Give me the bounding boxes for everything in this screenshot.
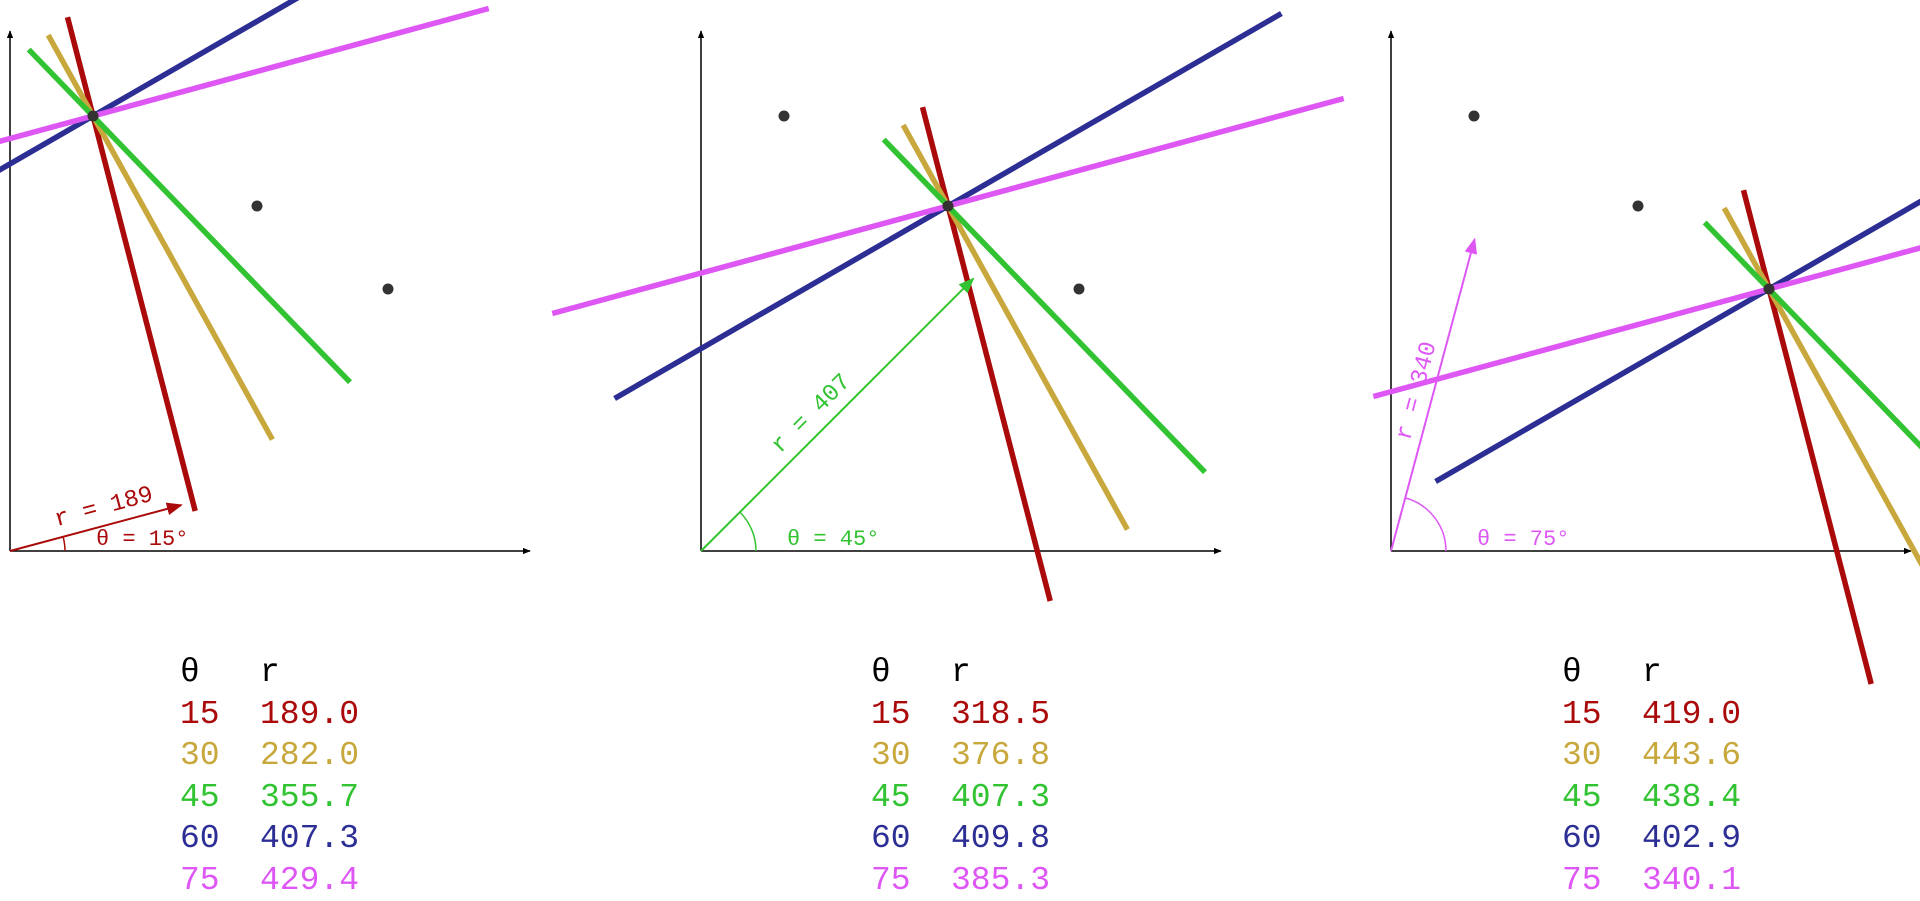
r-header: r — [951, 652, 971, 694]
data-point — [252, 201, 263, 212]
r-cell: 409.8 — [951, 818, 1050, 860]
r-cell: 438.4 — [1642, 777, 1741, 819]
theta-cell: 75 — [1562, 860, 1642, 901]
data-point — [1074, 284, 1085, 295]
r-cell: 376.8 — [951, 735, 1050, 777]
theta-cell: 30 — [180, 735, 260, 777]
theta-label: θ = 45° — [787, 527, 879, 552]
r-vector-arrow — [701, 279, 973, 551]
theta-cell: 15 — [871, 694, 951, 736]
data-point — [88, 111, 99, 122]
data-point — [1764, 284, 1775, 295]
r-cell: 355.7 — [260, 777, 359, 819]
theta-cell: 60 — [1562, 818, 1642, 860]
r-cell: 189.0 — [260, 694, 359, 736]
theta-arc — [63, 537, 65, 551]
data-point — [1469, 111, 1480, 122]
candidate-line-theta30 — [1724, 208, 1920, 612]
theta-arc — [1405, 498, 1446, 551]
r-cell: 407.3 — [260, 818, 359, 860]
theta-header: θ — [871, 652, 951, 694]
theta-cell: 15 — [180, 694, 260, 736]
theta-cell: 75 — [180, 860, 260, 901]
theta-header: θ — [1562, 652, 1642, 694]
theta-cell: 15 — [1562, 694, 1642, 736]
theta-header: θ — [180, 652, 260, 694]
r-cell: 282.0 — [260, 735, 359, 777]
theta-cell: 30 — [1562, 735, 1642, 777]
r-header: r — [260, 652, 280, 694]
r-cell: 340.1 — [1642, 860, 1741, 901]
theta-cell: 45 — [180, 777, 260, 819]
data-point — [1633, 201, 1644, 212]
theta-cell: 45 — [871, 777, 951, 819]
r-cell: 402.9 — [1642, 818, 1741, 860]
r-cell: 419.0 — [1642, 694, 1741, 736]
data-point — [383, 284, 394, 295]
candidate-line-theta45 — [884, 140, 1205, 473]
candidate-line-theta60 — [1436, 97, 1920, 482]
data-point — [943, 201, 954, 212]
candidate-line-theta45 — [29, 50, 350, 383]
theta-arc — [740, 512, 756, 551]
data-point — [779, 111, 790, 122]
r-cell: 429.4 — [260, 860, 359, 901]
r-header: r — [1642, 652, 1662, 694]
r-cell: 407.3 — [951, 777, 1050, 819]
theta-cell: 75 — [871, 860, 951, 901]
theta-cell: 60 — [180, 818, 260, 860]
theta-label: θ = 75° — [1477, 527, 1569, 552]
theta-label: θ = 15° — [96, 527, 188, 552]
candidate-line-theta60 — [0, 0, 426, 309]
theta-cell: 60 — [871, 818, 951, 860]
r-label: r = 407 — [767, 369, 857, 459]
theta-cell: 45 — [1562, 777, 1642, 819]
r-cell: 443.6 — [1642, 735, 1741, 777]
r-cell: 318.5 — [951, 694, 1050, 736]
theta-cell: 30 — [871, 735, 951, 777]
r-cell: 385.3 — [951, 860, 1050, 901]
